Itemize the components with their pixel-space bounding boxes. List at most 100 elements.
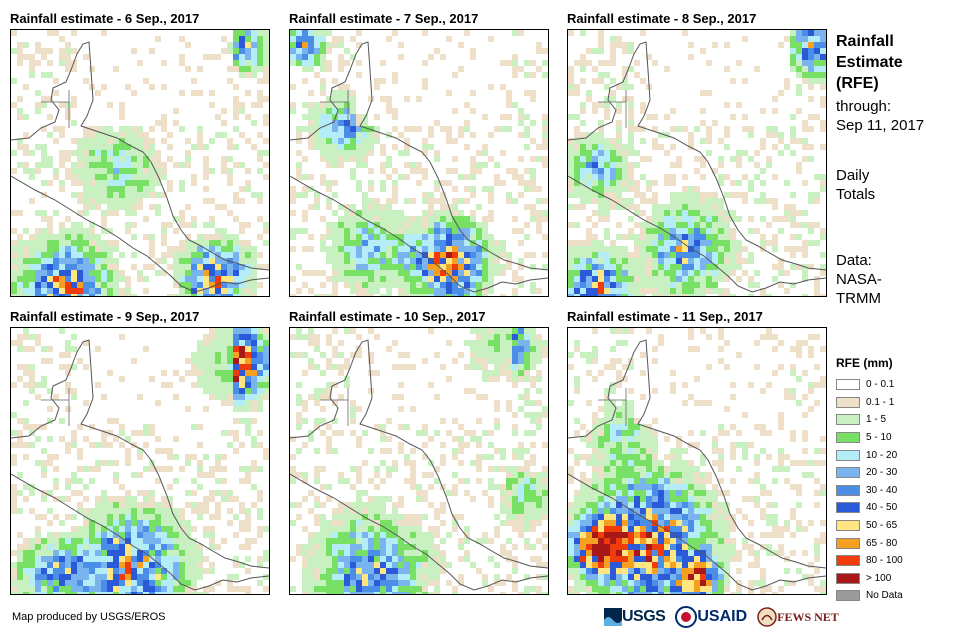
rainfall-cell	[592, 264, 598, 270]
rainfall-cell	[23, 538, 29, 544]
rainfall-cell	[386, 526, 392, 532]
rainfall-cell	[71, 102, 77, 108]
rainfall-cell	[227, 580, 233, 586]
rainfall-cell	[155, 204, 161, 210]
rainfall-cell	[700, 454, 706, 460]
rainfall-cell	[694, 222, 700, 228]
rainfall-cell	[65, 48, 71, 54]
rainfall-cell	[77, 294, 83, 296]
rainfall-cell	[524, 514, 530, 520]
rainfall-cell	[302, 36, 308, 42]
rainfall-cell	[622, 150, 628, 156]
rainfall-cell	[131, 562, 137, 568]
rainfall-cell	[688, 204, 694, 210]
rainfall-cell	[802, 370, 808, 376]
rainfall-cell	[131, 210, 137, 216]
rainfall-cell	[518, 240, 524, 246]
rainfall-cell	[664, 234, 670, 240]
rainfall-cell	[101, 442, 107, 448]
rainfall-cell	[149, 376, 155, 382]
rainfall-cell	[155, 436, 161, 442]
rainfall-cell	[89, 66, 95, 72]
rainfall-cell	[209, 544, 215, 550]
rainfall-cell	[314, 204, 320, 210]
rainfall-cell	[362, 288, 368, 294]
rainfall-cell	[398, 556, 404, 562]
rainfall-cell	[338, 246, 344, 252]
rainfall-cell	[113, 276, 119, 282]
rainfall-cell	[464, 222, 470, 228]
rainfall-cell	[374, 472, 380, 478]
rainfall-cell	[221, 168, 227, 174]
rainfall-cell	[65, 234, 71, 240]
rainfall-cell	[239, 352, 245, 358]
rainfall-cell	[203, 252, 209, 258]
rainfall-cell	[524, 180, 530, 186]
rainfall-cell	[416, 574, 422, 580]
rainfall-cell	[542, 114, 548, 120]
rainfall-cell	[41, 382, 47, 388]
rainfall-cell	[574, 144, 580, 150]
rainfall-cell	[700, 174, 706, 180]
rainfall-cell	[320, 54, 326, 60]
rainfall-cell	[221, 466, 227, 472]
rainfall-cell	[350, 328, 356, 334]
rainfall-cell	[718, 276, 724, 282]
rainfall-cell	[464, 442, 470, 448]
rainfall-cell	[149, 264, 155, 270]
rainfall-cell	[83, 126, 89, 132]
rainfall-cell	[452, 258, 458, 264]
rainfall-cell	[628, 114, 634, 120]
rainfall-cell	[95, 508, 101, 514]
rainfall-cell	[820, 382, 826, 388]
rainfall-cell	[622, 472, 628, 478]
rainfall-cell	[29, 252, 35, 258]
rainfall-cell	[682, 448, 688, 454]
rainfall-cell	[131, 526, 137, 532]
rainfall-cell	[314, 388, 320, 394]
rainfall-cell	[820, 78, 826, 84]
rainfall-cell	[257, 340, 263, 346]
rainfall-cell	[628, 294, 634, 296]
rainfall-cell	[386, 210, 392, 216]
rainfall-cell	[628, 126, 634, 132]
rainfall-cell	[580, 436, 586, 442]
rainfall-cell	[368, 288, 374, 294]
rainfall-cell	[694, 192, 700, 198]
rainfall-cell	[772, 204, 778, 210]
rainfall-cell	[119, 544, 125, 550]
rainfall-cell	[344, 210, 350, 216]
rainfall-cell	[736, 264, 742, 270]
rainfall-cell	[458, 424, 464, 430]
rainfall-cell	[65, 60, 71, 66]
rainfall-cell	[179, 550, 185, 556]
rainfall-cell	[308, 174, 314, 180]
rainfall-cell	[428, 246, 434, 252]
rainfall-cell	[95, 544, 101, 550]
rainfall-cell	[380, 240, 386, 246]
rainfall-cell	[137, 574, 143, 580]
rainfall-cell	[670, 448, 676, 454]
rainfall-cell	[416, 430, 422, 436]
rainfall-cell	[47, 436, 53, 442]
rainfall-cell	[179, 580, 185, 586]
rainfall-cell	[296, 138, 302, 144]
rainfall-cell	[404, 240, 410, 246]
rainfall-cell	[137, 538, 143, 544]
rainfall-cell	[616, 328, 622, 334]
rainfall-cell	[296, 448, 302, 454]
rainfall-cell	[640, 442, 646, 448]
rainfall-cell	[476, 234, 482, 240]
rainfall-cell	[754, 198, 760, 204]
rainfall-cell	[398, 406, 404, 412]
rainfall-cell	[470, 346, 476, 352]
rainfall-cell	[239, 358, 245, 364]
rainfall-cell	[458, 234, 464, 240]
rainfall-cell	[338, 580, 344, 586]
rainfall-cell	[209, 198, 215, 204]
rainfall-cell	[452, 490, 458, 496]
rainfall-cell	[568, 144, 574, 150]
rainfall-cell	[83, 592, 89, 594]
rainfall-cell	[155, 192, 161, 198]
rainfall-cell	[101, 508, 107, 514]
